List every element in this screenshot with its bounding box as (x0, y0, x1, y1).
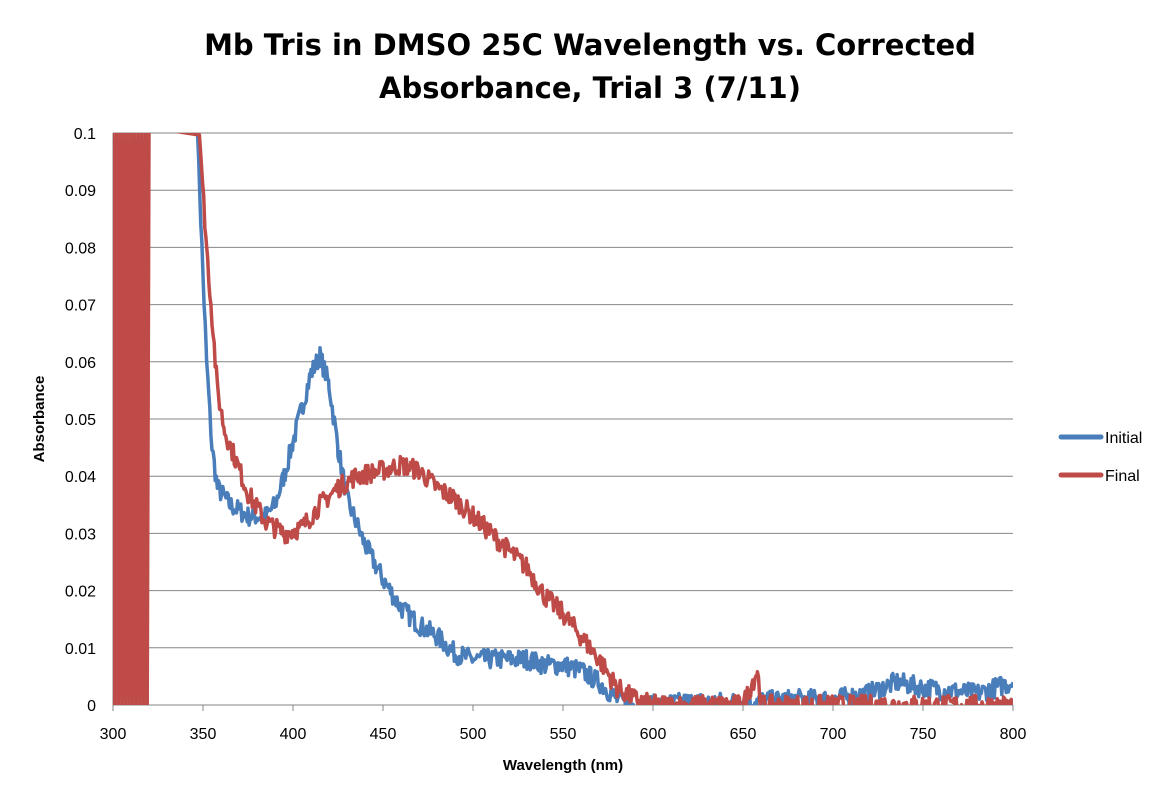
y-axis-ticks: 0 0.01 0.02 0.03 0.04 0.05 0.06 0.07 0.08 0.09 0.1 (65, 126, 96, 715)
y-tick-label: 0.03 (65, 526, 96, 543)
x-tick-label: 400 (280, 726, 307, 743)
series-line-initial (195, 134, 1013, 705)
chart-title-line-1: Mb Tris in DMSO 25C Wavelength vs. Corre… (204, 28, 976, 62)
y-tick-label: 0.08 (65, 240, 96, 257)
y-tick-label: 0 (87, 698, 96, 715)
x-tick-label: 300 (100, 726, 127, 743)
legend: Initial Final (1058, 430, 1142, 485)
y-tick-label: 0.02 (65, 584, 96, 601)
y-tick-label: 0.09 (65, 183, 96, 200)
x-tick-label: 450 (370, 726, 397, 743)
x-tick-label: 600 (640, 726, 667, 743)
series-group (113, 133, 1013, 705)
y-tick-label: 0.01 (65, 641, 96, 658)
legend-label-final: Final (1105, 468, 1140, 485)
y-tick-label: 0.04 (65, 469, 96, 486)
chart-title-line-2: Absorbance, Trial 3 (7/11) (379, 71, 801, 105)
y-axis-label: Absorbance (31, 376, 48, 463)
legend-label-initial: Initial (1105, 430, 1142, 447)
series-line-final (113, 133, 1013, 705)
y-tick-label: 0.07 (65, 298, 96, 315)
x-axis-label: Wavelength (nm) (503, 757, 623, 774)
x-tick-label: 700 (820, 726, 847, 743)
y-tick-label: 0.1 (74, 126, 96, 143)
x-tick-label: 800 (1000, 726, 1027, 743)
y-tick-label: 0.05 (65, 412, 96, 429)
x-tick-label: 650 (730, 726, 757, 743)
y-tick-label: 0.06 (65, 355, 96, 372)
x-tick-label: 550 (550, 726, 577, 743)
x-tick-label: 750 (910, 726, 937, 743)
x-axis-ticks: 300 350 400 450 500 550 600 650 700 750 800 (100, 705, 1027, 743)
x-tick-label: 500 (460, 726, 487, 743)
x-tick-label: 350 (190, 726, 217, 743)
